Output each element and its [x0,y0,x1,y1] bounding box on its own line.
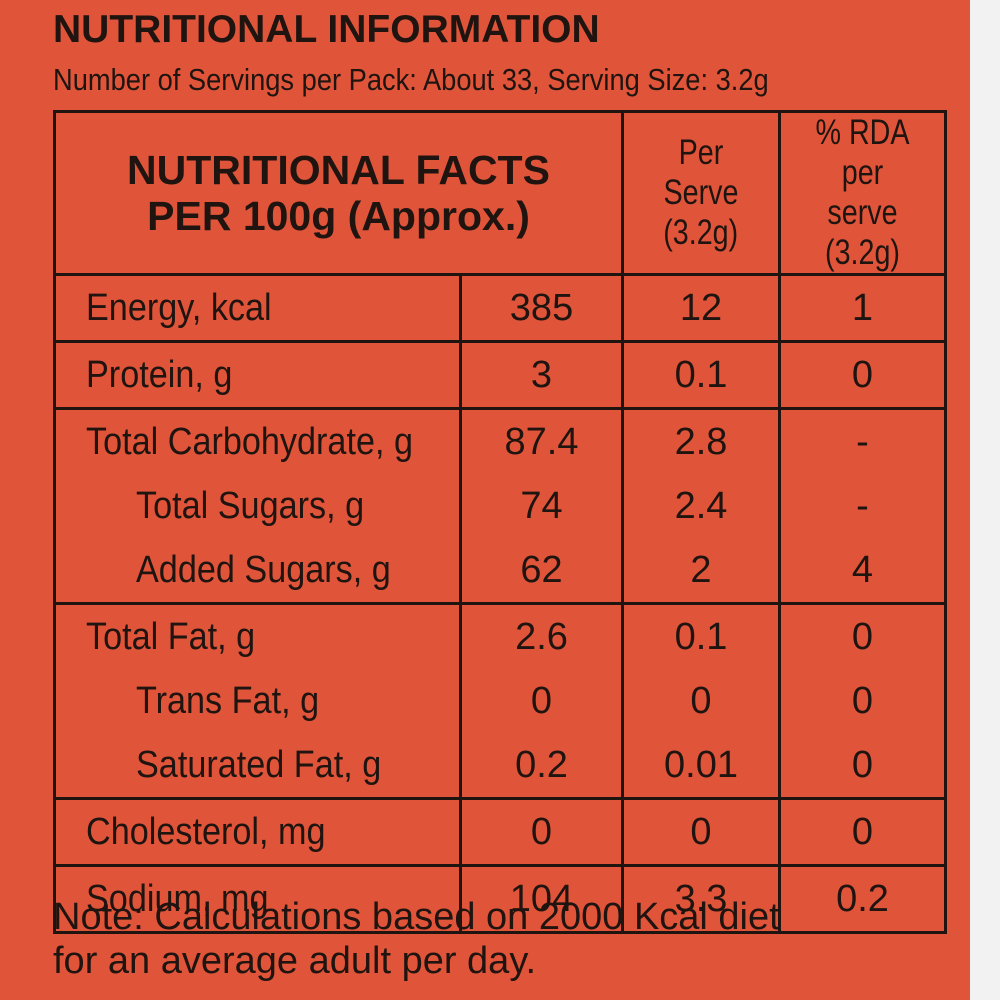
row-name-trans-fat: Trans Fat, g [136,679,320,722]
row-value-per100: 87.4 [504,420,579,463]
row-name-sodium: Sodium, mg [86,877,269,920]
footnote-line2: for an average adult per day. [53,940,537,982]
row-value-rda: 0 [851,615,874,658]
footnote: Note: Calculations based on 2000 Kcal di… [53,895,780,983]
row-value-serve: 3.3 [621,864,781,934]
row-value-rda: 4 [851,548,874,591]
row-value-rda: 0 [851,743,874,786]
row-name-added-sugars: Added Sugars, g [136,548,391,591]
header-main-line2: PER 100g (Approx.) [147,193,530,239]
header-main-cell: NUTRITIONAL FACTS PER 100g (Approx.) [53,110,624,276]
row-value-serve: 0.1 [621,340,781,410]
row-value-serve: 2.4 [674,484,728,527]
row-value-rda: 0 [778,340,947,410]
row-value-per100: 0.2 [515,743,568,786]
row-name-energy: Energy, kcal [86,286,272,329]
row-name-cholesterol: Cholesterol, mg [86,810,326,853]
row-name-protein: Protein, g [86,353,233,396]
row-value-serve: 0 [621,797,781,867]
row-name-saturated-fat: Saturated Fat, g [136,743,382,786]
header-rda-line1: % RDA per [815,113,910,192]
row-value-per100: 0 [459,797,624,867]
row-name-carbohydrate: Total Carbohydrate, g [86,420,413,463]
row-value-per100: 104 [459,864,624,934]
header-rda-line2: serve (3.2g) [825,193,900,272]
servings-line: Number of Servings per Pack: About 33, S… [53,62,769,97]
footnote-line1: Note: Calculations based on 2000 Kcal di… [53,896,780,938]
row-value-serve: 0 [690,679,712,722]
table-row-group-carbohydrate: Total Carbohydrate, g Total Sugars, g Ad… [53,407,947,605]
header-per-serve-line1: Per Serve [663,133,739,212]
row-value-per100: 0 [530,679,553,722]
row-value-per100: 385 [459,273,624,343]
right-edge-strip [970,0,1000,1000]
page-title: NUTRITIONAL INFORMATION [53,8,600,51]
header-per-serve-line2: (3.2g) [663,213,739,252]
table-row: Energy, kcal 385 12 1 [53,273,947,343]
table-header-row: NUTRITIONAL FACTS PER 100g (Approx.) Per… [53,110,947,276]
row-value-serve: 12 [621,273,781,343]
row-value-serve: 2.8 [674,420,728,463]
row-value-rda: 0 [778,797,947,867]
row-value-rda: - [856,420,869,463]
table-row-group-fat: Total Fat, g Trans Fat, g Saturated Fat,… [53,602,947,800]
row-value-per100: 3 [459,340,624,410]
table-row: Cholesterol, mg 0 0 0 [53,797,947,867]
row-value-serve: 0.01 [664,743,738,786]
row-value-rda: 0 [851,679,874,722]
row-value-serve: 2 [690,548,712,591]
row-value-per100: 74 [520,484,563,527]
row-value-per100: 62 [520,548,563,591]
header-rda-cell: % RDA per serve (3.2g) [778,110,947,276]
nutrition-table: NUTRITIONAL FACTS PER 100g (Approx.) Per… [53,110,947,934]
row-name-total-fat: Total Fat, g [86,615,256,658]
header-main-line1: NUTRITIONAL FACTS [127,147,550,193]
header-per-serve-cell: Per Serve (3.2g) [621,110,781,276]
row-value-rda: 1 [778,273,947,343]
row-value-rda: - [856,484,869,527]
table-row: Sodium, mg 104 3.3 0.2 [53,864,947,934]
row-name-total-sugars: Total Sugars, g [136,484,365,527]
row-value-serve: 0.1 [674,615,728,658]
row-value-rda: 0.2 [778,864,947,934]
table-row: Protein, g 3 0.1 0 [53,340,947,410]
row-value-per100: 2.6 [515,615,568,658]
